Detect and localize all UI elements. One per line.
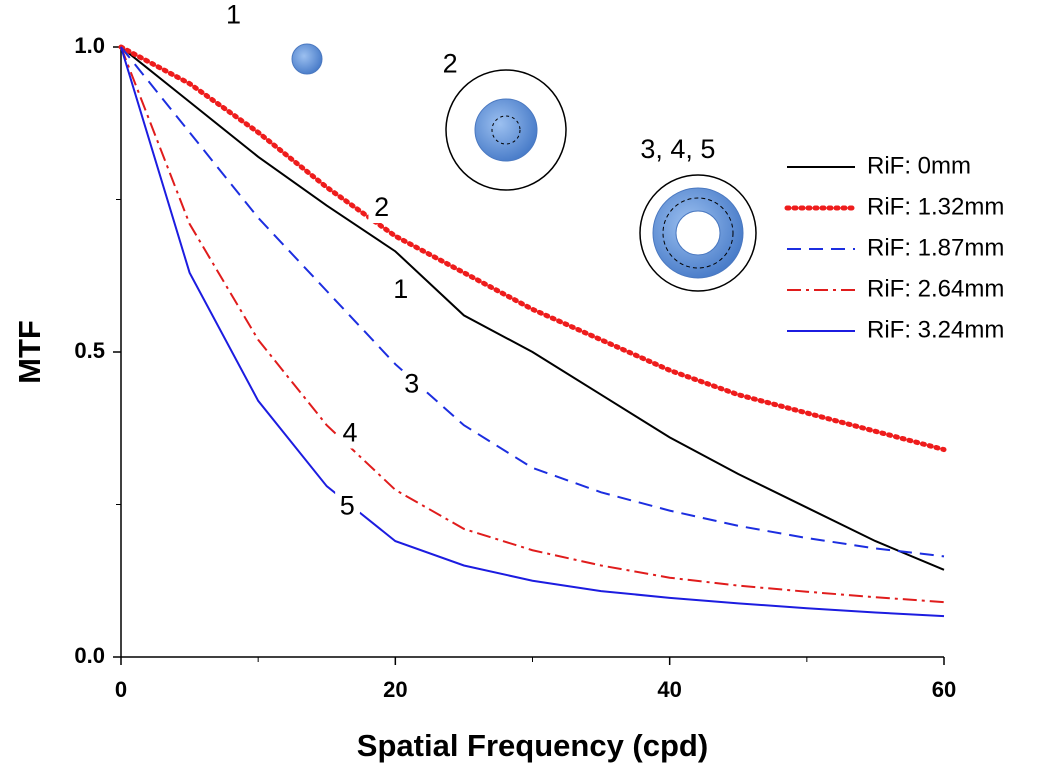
annotation: 1 (226, 0, 241, 30)
annotation: 3 (404, 369, 419, 399)
pupil-icon (291, 43, 323, 75)
x-tick-label: 40 (657, 677, 681, 702)
series-line (120, 46, 945, 618)
x-tick-label: 60 (932, 677, 956, 702)
annotation: 2 (443, 48, 458, 78)
y-axis-title: MTF (12, 320, 47, 384)
y-tick-label: 0.5 (74, 338, 105, 363)
legend-label: RiF: 0mm (867, 152, 971, 179)
legend-bg (780, 230, 1048, 268)
pupil-icon (662, 197, 734, 269)
pupil-icon (491, 115, 521, 145)
pupil-icon (474, 98, 538, 162)
annotation: 5 (340, 491, 355, 521)
pupil-icon (675, 210, 721, 256)
legend-label: RiF: 1.87mm (867, 234, 1004, 261)
annotation: 4 (343, 417, 358, 447)
annotation: 2 (374, 192, 389, 222)
x-tick-label: 0 (115, 677, 127, 702)
series-line (118, 44, 947, 453)
x-tick-label: 20 (383, 677, 407, 702)
legend-label: RiF: 3.24mm (867, 316, 1004, 343)
series-line (120, 46, 945, 571)
legend-label: RiF: 2.64mm (867, 275, 1004, 302)
series-line (120, 46, 945, 604)
annotation: 1 (393, 274, 408, 304)
x-axis-title: Spatial Frequency (cpd) (357, 728, 708, 763)
icons (291, 43, 757, 292)
y-tick-label: 0.0 (74, 643, 105, 668)
y-tick-label: 1.0 (74, 33, 105, 58)
annotation: 3, 4, 5 (640, 134, 715, 164)
legend-label: RiF: 1.32mm (867, 193, 1004, 220)
